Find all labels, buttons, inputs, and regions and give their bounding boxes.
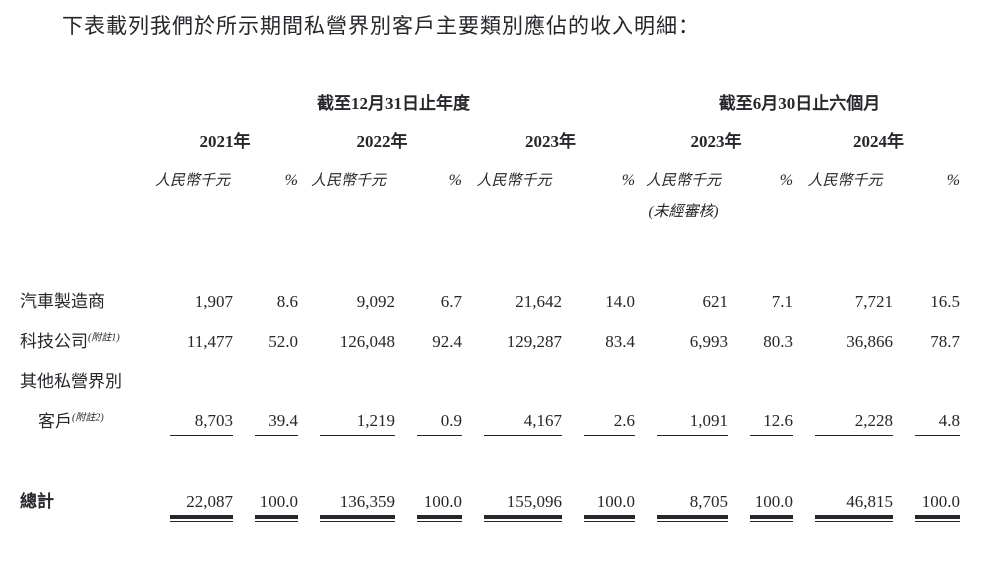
value-cell: 92.4 [432, 332, 462, 351]
period-header-annual: 截至12月31日止年度 [317, 94, 471, 113]
table-row: 科技公司(附註1) 11,477 52.0 126,048 92.4 129,287 83.… [10, 316, 962, 356]
value-cell: 4,167 [464, 396, 564, 436]
row-label: 汽車製造商 [20, 292, 105, 311]
value-cell [564, 356, 637, 396]
value-cell: 80.3 [763, 332, 794, 351]
value-cell: 7.1 [771, 292, 794, 311]
total-value-cell: 155,096 [464, 436, 564, 522]
value-cell: 21,642 [515, 292, 562, 311]
value-cell: 9,092 [356, 292, 395, 311]
value-cell: 52.0 [268, 332, 298, 351]
period-header-row: 截至12月31日止年度 截至6月30日止六個月 [10, 84, 962, 118]
spacer-cell [10, 118, 150, 158]
value-cell [730, 356, 795, 396]
value-cell: 83.4 [605, 332, 636, 351]
unit-header: 人民幣千元 [476, 173, 552, 189]
year-header-1: 2021年 [199, 132, 251, 151]
value-cell: 12.6 [730, 396, 795, 436]
value-cell: 1,219 [300, 396, 397, 436]
unaudited-row: (未經審核) [10, 198, 962, 236]
total-value-cell: 22,087 [150, 436, 235, 522]
total-value-cell: 100.0 [397, 436, 464, 522]
total-value-cell: 100.0 [730, 436, 795, 522]
total-row-label: 總計 [20, 492, 54, 511]
percent-header: % [946, 172, 961, 189]
percent-header: % [284, 172, 298, 189]
value-cell: 6,993 [689, 332, 729, 351]
value-cell: 0.9 [397, 396, 464, 436]
value-cell [300, 356, 397, 396]
intro-text: 下表載列我們於所示期間私營界別客戶主要類別應佔的收入明細： [62, 14, 700, 38]
total-value-cell: 100.0 [564, 436, 637, 522]
unit-header: 人民幣千元 [154, 173, 230, 189]
value-cell: 36,866 [846, 332, 894, 351]
footnote-ref: (附註2) [72, 412, 104, 424]
period-header-interim: 截至6月30日止六個月 [718, 94, 881, 113]
value-cell: 16.5 [930, 292, 961, 311]
value-cell [235, 356, 300, 396]
value-cell: 11,477 [186, 332, 233, 351]
table-row: 客戶(附註2) 8,703 39.4 1,219 0.9 4,167 2.6 1,091 12.… [10, 396, 962, 436]
table-row: 汽車製造商 1,907 8.6 9,092 6.7 21,642 14.0 621 7.1 7,7… [10, 236, 962, 316]
unit-header: 人民幣千元 [646, 173, 722, 189]
row-label: 其他私營界別 [20, 372, 122, 391]
total-value-cell: 136,359 [300, 436, 397, 522]
percent-header: % [779, 172, 794, 189]
year-header-row: 2021年 2022年 2023年 2023年 2024年 [10, 118, 962, 158]
unit-header-row: 人民幣千元% 人民幣千元% 人民幣千元% 人民幣千元% 人民幣千元% [10, 158, 962, 198]
value-cell: 1,091 [637, 396, 730, 436]
value-cell: 78.7 [930, 332, 961, 351]
row-label: 客戶(附註2) [38, 412, 104, 431]
spacer-cell [10, 84, 150, 118]
year-header-3: 2023年 [525, 132, 577, 151]
spacer-cell [730, 198, 962, 236]
year-header-5: 2024年 [853, 132, 905, 151]
revenue-breakdown-table: 截至12月31日止年度 截至6月30日止六個月 2021年 2022年 2023年 2… [10, 84, 962, 522]
value-cell: 8,703 [150, 396, 235, 436]
value-cell: 7,721 [854, 292, 894, 311]
table-row: 其他私營界別 [10, 356, 962, 396]
value-cell: 2.6 [564, 396, 637, 436]
value-cell [464, 356, 564, 396]
unaudited-note: (未經審核) [648, 204, 719, 220]
spacer-cell [10, 158, 150, 198]
total-value-cell: 46,815 [795, 436, 895, 522]
row-label: 科技公司(附註1) [20, 332, 120, 351]
year-header-4: 2023年 [690, 132, 742, 151]
total-value-cell: 8,705 [637, 436, 730, 522]
value-cell: 4.8 [895, 396, 962, 436]
unit-header: 人民幣千元 [310, 173, 386, 189]
value-cell [397, 356, 464, 396]
unit-header: 人民幣千元 [807, 173, 883, 189]
value-cell [795, 356, 895, 396]
value-cell: 621 [702, 292, 729, 311]
percent-header: % [448, 172, 462, 189]
footnote-ref: (附註1) [88, 332, 120, 344]
total-row: 總計 22,087 100.0 136,359 100.0 155,096 100.0 8,… [10, 436, 962, 522]
value-cell: 6.7 [440, 292, 462, 311]
value-cell [150, 356, 235, 396]
value-cell: 14.0 [605, 292, 636, 311]
value-cell [637, 356, 730, 396]
value-cell: 129,287 [506, 332, 562, 351]
value-cell [895, 356, 962, 396]
total-value-cell: 100.0 [235, 436, 300, 522]
value-cell: 8.6 [276, 292, 298, 311]
value-cell: 39.4 [235, 396, 300, 436]
value-cell: 2,228 [795, 396, 895, 436]
percent-header: % [621, 172, 636, 189]
value-cell: 1,907 [194, 292, 233, 311]
total-value-cell: 100.0 [895, 436, 962, 522]
year-header-2: 2022年 [356, 132, 408, 151]
value-cell: 126,048 [339, 332, 395, 351]
spacer-cell [10, 198, 637, 236]
